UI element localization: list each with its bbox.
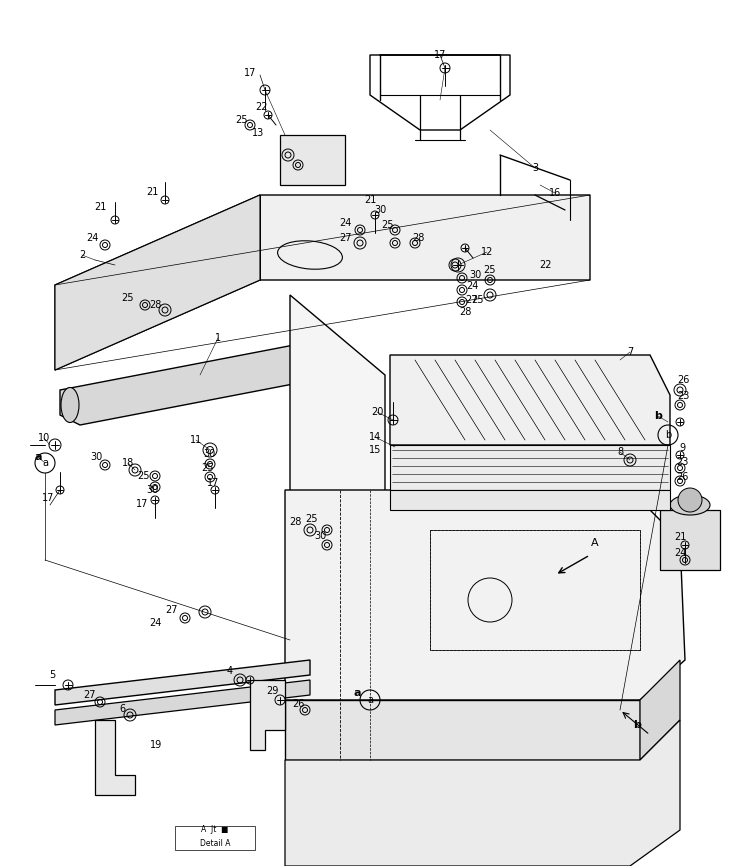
Text: Detail A: Detail A xyxy=(200,838,230,848)
Text: 25: 25 xyxy=(122,293,134,303)
Text: 16: 16 xyxy=(549,188,561,198)
Text: 27: 27 xyxy=(466,295,478,305)
Polygon shape xyxy=(390,445,670,490)
Text: 25: 25 xyxy=(304,514,318,524)
Text: 17: 17 xyxy=(244,68,256,78)
Text: 25: 25 xyxy=(201,463,214,473)
Text: a: a xyxy=(34,452,42,462)
Text: 1: 1 xyxy=(215,333,221,343)
Text: 6: 6 xyxy=(119,704,125,714)
Text: 15: 15 xyxy=(369,445,381,455)
Polygon shape xyxy=(280,135,345,185)
Text: 12: 12 xyxy=(481,247,493,257)
Text: 8: 8 xyxy=(617,447,623,457)
Text: 23: 23 xyxy=(677,391,689,401)
Text: 4: 4 xyxy=(227,666,233,676)
Polygon shape xyxy=(390,355,670,445)
Text: 22: 22 xyxy=(539,260,551,270)
Text: 22: 22 xyxy=(255,102,268,112)
Text: a: a xyxy=(367,695,373,705)
Polygon shape xyxy=(285,700,640,760)
Text: 18: 18 xyxy=(122,458,134,468)
Text: b: b xyxy=(633,720,641,730)
Circle shape xyxy=(678,488,702,512)
Text: 30: 30 xyxy=(469,270,481,280)
Text: 24: 24 xyxy=(674,548,686,558)
Text: 28: 28 xyxy=(149,300,161,310)
Text: 26: 26 xyxy=(677,375,689,385)
Text: 26: 26 xyxy=(676,472,688,482)
Text: 26: 26 xyxy=(292,699,304,709)
Text: 17: 17 xyxy=(136,499,148,509)
Text: 25: 25 xyxy=(137,471,149,481)
Text: 13: 13 xyxy=(252,128,264,138)
Polygon shape xyxy=(390,490,670,510)
Text: a: a xyxy=(353,688,361,698)
Text: 24: 24 xyxy=(86,233,99,243)
Text: 30: 30 xyxy=(374,205,386,215)
Text: 25: 25 xyxy=(382,220,394,230)
Text: 7: 7 xyxy=(627,347,633,357)
Text: 27: 27 xyxy=(166,605,178,615)
Text: 19: 19 xyxy=(150,740,162,750)
Polygon shape xyxy=(285,720,680,866)
Text: 23: 23 xyxy=(676,457,688,467)
Text: 11: 11 xyxy=(190,435,202,445)
Text: 9: 9 xyxy=(679,443,685,453)
Text: 17: 17 xyxy=(434,50,446,60)
Text: 20: 20 xyxy=(371,407,383,417)
Polygon shape xyxy=(660,510,720,570)
Text: 24: 24 xyxy=(466,281,478,291)
Polygon shape xyxy=(640,660,680,760)
Bar xyxy=(175,826,255,850)
Text: 21: 21 xyxy=(146,187,158,197)
Text: 24: 24 xyxy=(149,618,161,628)
Text: 21: 21 xyxy=(674,532,686,542)
Text: 24: 24 xyxy=(339,218,351,228)
Text: 30: 30 xyxy=(90,452,102,462)
Polygon shape xyxy=(55,660,310,705)
Polygon shape xyxy=(55,195,590,370)
Ellipse shape xyxy=(670,495,710,515)
Text: b: b xyxy=(665,430,671,440)
Text: 25: 25 xyxy=(484,265,496,275)
Ellipse shape xyxy=(61,387,79,423)
Polygon shape xyxy=(95,720,135,795)
Text: 27: 27 xyxy=(339,233,351,243)
Text: 25: 25 xyxy=(471,295,483,305)
Text: 30: 30 xyxy=(314,531,326,541)
Text: 28: 28 xyxy=(289,517,301,527)
Text: 29: 29 xyxy=(266,686,278,696)
Text: 17: 17 xyxy=(42,493,54,503)
Text: b: b xyxy=(654,411,662,421)
Text: 21: 21 xyxy=(94,202,106,212)
Text: 21: 21 xyxy=(364,195,376,205)
Text: 5: 5 xyxy=(49,670,55,680)
Text: 10: 10 xyxy=(38,433,50,443)
Text: A: A xyxy=(591,538,599,548)
Text: 2: 2 xyxy=(79,250,85,260)
Text: 30: 30 xyxy=(146,485,158,495)
Text: A  Jt  ■: A Jt ■ xyxy=(201,825,228,835)
Text: 30: 30 xyxy=(203,449,215,459)
Polygon shape xyxy=(55,195,260,370)
Text: a: a xyxy=(42,458,48,468)
Polygon shape xyxy=(285,490,685,700)
Text: 28: 28 xyxy=(459,307,471,317)
Text: 27: 27 xyxy=(84,690,96,700)
Text: 25: 25 xyxy=(236,115,248,125)
Text: 28: 28 xyxy=(412,233,424,243)
Text: 17: 17 xyxy=(207,478,219,488)
Polygon shape xyxy=(60,340,340,425)
Polygon shape xyxy=(55,680,310,725)
Text: 3: 3 xyxy=(532,163,538,173)
Polygon shape xyxy=(290,295,385,830)
Text: 14: 14 xyxy=(369,432,381,442)
Polygon shape xyxy=(250,680,285,750)
Ellipse shape xyxy=(324,348,336,376)
